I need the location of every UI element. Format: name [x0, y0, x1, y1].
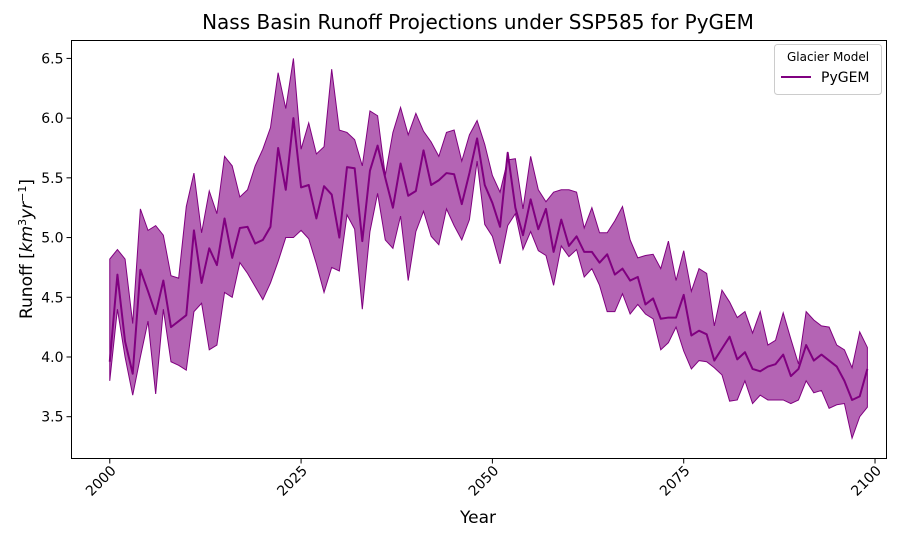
x-tick-label: 2050 [466, 463, 503, 500]
x-tick-label: 2025 [274, 463, 311, 500]
y-tick-label: 3.5 [41, 410, 63, 426]
chart-title: Nass Basin Runoff Projections under SSP5… [202, 10, 754, 34]
x-tick-label: 2000 [83, 463, 120, 500]
y-tick-label: 6.5 [41, 51, 63, 67]
y-tick-label: 4.5 [41, 290, 63, 306]
legend: Glacier Model PyGEM [774, 44, 882, 95]
x-axis-label: Year [459, 508, 496, 528]
legend-entry-pygem: PyGEM [821, 70, 870, 86]
legend-title: Glacier Model [787, 50, 869, 64]
y-tick-label: 6.0 [41, 111, 63, 127]
y-tick-label: 4.0 [41, 350, 63, 366]
y-tick-label: 5.5 [41, 171, 63, 187]
y-axis: 3.5 4.0 4.5 5.0 5.5 6.0 6.5 [41, 51, 72, 426]
runoff-mean-line [108, 117, 869, 401]
runoff-range-band [109, 58, 868, 441]
y-axis-label: Runoff [km3yr−1] [16, 179, 38, 319]
x-tick-label: 2075 [657, 463, 694, 500]
x-axis: 2000 2025 2050 2075 2100 [83, 458, 885, 500]
x-tick-label: 2100 [848, 463, 885, 500]
plot-frame [71, 40, 887, 459]
legend-box [774, 44, 882, 95]
y-tick-label: 5.0 [41, 231, 63, 247]
